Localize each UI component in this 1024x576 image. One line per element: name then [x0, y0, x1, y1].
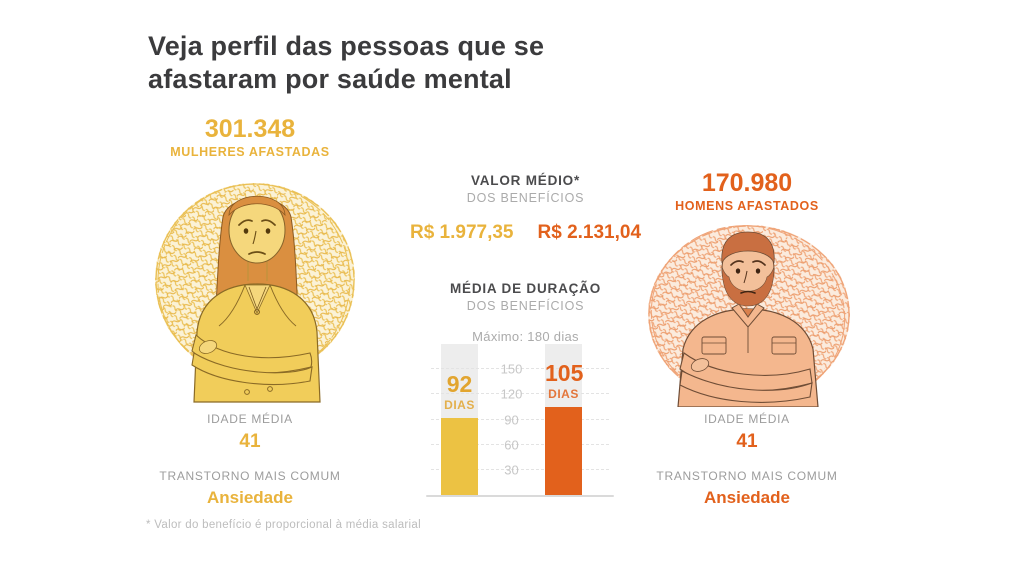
men-stat: 170.980 HOMENS AFASTADOS [633, 169, 861, 214]
bar-unit-women: DIAS [444, 397, 475, 412]
men-count: 170.980 [701, 169, 793, 197]
men-age-label: IDADE MÉDIA [704, 412, 790, 426]
women-disorder-value: Ansiedade [207, 488, 293, 507]
bar-women [441, 417, 478, 495]
benefit-value-block: VALOR MÉDIO* DOS BENEFÍCIOS R$ 1.977,35 … [408, 173, 643, 244]
gridline-60 [431, 443, 609, 445]
women-age-value: 41 [239, 431, 261, 452]
gridline-120 [431, 393, 609, 395]
footnote: * Valor do benefício é proporcional à mé… [146, 519, 421, 531]
man-figure [677, 231, 819, 407]
benefit-subtitle: DOS BENEFÍCIOS [466, 191, 585, 205]
bar-men [545, 406, 582, 495]
duration-max-note: Máximo: 180 dias [472, 329, 579, 344]
gridline-30 [431, 468, 609, 470]
ytick-60: 60 [504, 437, 519, 453]
bar-value-men: 105 [545, 359, 584, 386]
gridline-150 [431, 368, 609, 370]
bar-value-women: 92 [446, 370, 473, 397]
men-count-label: HOMENS AFASTADOS [675, 199, 819, 214]
man-illustration [640, 221, 858, 407]
man-scribble-portrait-icon [648, 225, 850, 407]
men-age-value: 41 [736, 431, 758, 452]
ytick-120: 120 [500, 386, 523, 402]
bar-track-men: 105 DIAS [545, 344, 584, 495]
duration-title: MÉDIA DE DURAÇÃO [449, 281, 602, 296]
ytick-30: 30 [504, 462, 519, 478]
bar-unit-men: DIAS [548, 386, 579, 401]
ytick-150: 150 [500, 361, 523, 377]
gridline-90 [431, 418, 609, 420]
women-count: 301.348 [204, 115, 296, 143]
bar-label-women: 92 DIAS [441, 370, 478, 412]
page-title: Veja perfil das pessoas que se afastaram… [148, 30, 544, 96]
bar-track-women: 92 DIAS [441, 344, 478, 495]
women-disorder-label: TRANSTORNO MAIS COMUM [159, 469, 341, 483]
page-title-line-1: Veja perfil das pessoas que se [148, 31, 545, 61]
benefit-value-women: R$ 1.977,35 [409, 222, 514, 243]
ytick-90: 90 [504, 412, 519, 427]
benefit-values: R$ 1.977,35 R$ 2.131,04 [408, 222, 643, 244]
men-disorder-label: TRANSTORNO MAIS COMUM [656, 469, 838, 483]
men-details: IDADE MÉDIA 41 TRANSTORNO MAIS COMUM Ans… [633, 412, 861, 508]
bar-label-men: 105 DIAS [545, 359, 584, 401]
women-count-label: MULHERES AFASTADAS [170, 145, 330, 160]
benefit-value-men: R$ 2.131,04 [537, 222, 642, 243]
chart-baseline [426, 495, 614, 497]
duration-subtitle: DOS BENEFÍCIOS [466, 299, 585, 313]
men-disorder-value: Ansiedade [704, 488, 790, 507]
page-title-line-2: afastaram por saúde mental [148, 64, 512, 94]
women-details: IDADE MÉDIA 41 TRANSTORNO MAIS COMUM Ans… [140, 412, 360, 508]
benefit-title: VALOR MÉDIO* [470, 173, 581, 188]
woman-figure [191, 196, 321, 403]
women-age-label: IDADE MÉDIA [207, 412, 293, 426]
duration-bar-chart: 92 DIAS 105 DIAS 150 120 90 60 30 [426, 344, 614, 497]
woman-scribble-portrait-icon [155, 183, 355, 403]
women-stat: 301.348 MULHERES AFASTADAS [140, 115, 360, 160]
duration-block: MÉDIA DE DURAÇÃO DOS BENEFÍCIOS Máximo: … [408, 281, 643, 344]
woman-illustration [150, 167, 365, 403]
